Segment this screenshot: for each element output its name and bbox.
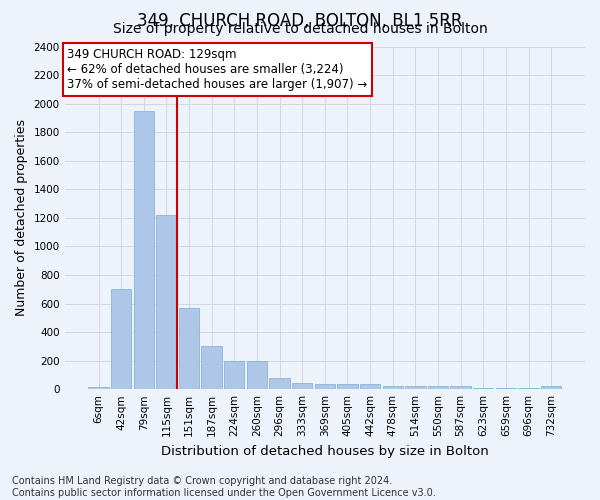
Bar bbox=[111, 289, 131, 389]
Bar bbox=[156, 215, 176, 389]
Bar bbox=[405, 386, 425, 389]
Bar bbox=[428, 386, 448, 389]
Bar bbox=[360, 384, 380, 389]
Bar bbox=[269, 378, 290, 389]
Bar bbox=[179, 308, 199, 389]
Bar bbox=[383, 386, 403, 389]
Bar bbox=[451, 386, 471, 389]
Bar bbox=[473, 388, 493, 389]
Bar bbox=[314, 384, 335, 389]
Bar bbox=[496, 388, 516, 389]
Bar bbox=[134, 111, 154, 389]
Y-axis label: Number of detached properties: Number of detached properties bbox=[15, 120, 28, 316]
Bar bbox=[541, 386, 562, 389]
Bar bbox=[247, 360, 267, 389]
Text: 349, CHURCH ROAD, BOLTON, BL1 5RR: 349, CHURCH ROAD, BOLTON, BL1 5RR bbox=[137, 12, 463, 30]
Bar bbox=[202, 346, 222, 389]
X-axis label: Distribution of detached houses by size in Bolton: Distribution of detached houses by size … bbox=[161, 444, 489, 458]
Bar bbox=[518, 388, 539, 389]
Bar bbox=[224, 360, 244, 389]
Bar bbox=[88, 387, 109, 389]
Text: Size of property relative to detached houses in Bolton: Size of property relative to detached ho… bbox=[113, 22, 487, 36]
Text: 349 CHURCH ROAD: 129sqm
← 62% of detached houses are smaller (3,224)
37% of semi: 349 CHURCH ROAD: 129sqm ← 62% of detache… bbox=[67, 48, 368, 91]
Text: Contains HM Land Registry data © Crown copyright and database right 2024.
Contai: Contains HM Land Registry data © Crown c… bbox=[12, 476, 436, 498]
Bar bbox=[337, 384, 358, 389]
Bar bbox=[292, 383, 313, 389]
